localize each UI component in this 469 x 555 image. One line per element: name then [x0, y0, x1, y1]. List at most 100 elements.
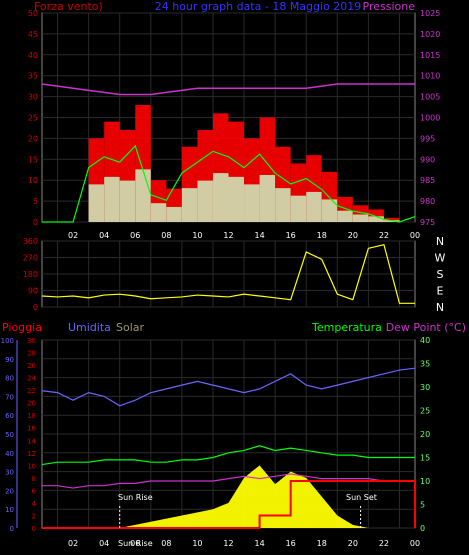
wind-base-bar — [150, 203, 167, 222]
x-tick-label: 08 — [161, 539, 171, 548]
humidity-tick-label: 50 — [5, 431, 14, 439]
wind-average-line — [42, 144, 416, 223]
wind-base-bar — [337, 210, 353, 222]
rain-tick-label: 10 — [27, 462, 36, 470]
rain-tick-label: 16 — [27, 425, 36, 433]
x-tick-label: 20 — [348, 231, 358, 240]
wind-x-ticks: 02 04 06 08 10 12 14 16 18 20 22 00 — [68, 231, 420, 240]
rain-tick-label: 8 — [32, 475, 36, 483]
humidity-tick-label: 20 — [5, 487, 14, 495]
x-tick-label: 00 — [410, 539, 420, 548]
direction-series — [41, 243, 415, 304]
x-tick-label: 14 — [254, 539, 264, 548]
wind-base-bar — [135, 169, 151, 222]
x-tick-label: 22 — [379, 539, 389, 548]
wind-base-bar — [119, 180, 136, 222]
rain-title: Pioggia — [2, 321, 42, 334]
wind-tick-label: 25 — [28, 114, 38, 123]
header-center-label: 24 hour graph data - 18 Maggio 2019 — [155, 0, 362, 13]
rain-tick-label: 12 — [27, 450, 36, 458]
humidity-tick-label: 0 — [10, 525, 14, 533]
rain-line — [42, 480, 416, 529]
humidity-axis-ticks: 0 10 20 30 40 50 60 70 80 90 100 — [1, 337, 18, 533]
wind-base-bar — [244, 184, 260, 222]
x-tick-label: 16 — [286, 539, 296, 548]
header-right-label: Pressione — [363, 0, 416, 13]
compass-label: N — [436, 301, 444, 314]
x-tick-label: 02 — [68, 231, 78, 240]
wind-tick-label: 20 — [28, 134, 38, 143]
compass-label: E — [437, 285, 444, 298]
wind-base-bar — [368, 216, 384, 222]
wind-base-bar — [197, 180, 213, 222]
dewpoint-title: Dew Point (°C) — [386, 321, 466, 334]
wind-base-bar — [104, 176, 120, 222]
x-tick-label: 06 — [130, 231, 140, 240]
rain-tick-label: 28 — [27, 350, 36, 358]
wind-tick-label: 10 — [28, 176, 38, 185]
rain-tick-label: 30 — [27, 337, 36, 345]
x-tick-label: 12 — [223, 231, 233, 240]
x-tick-label: 06 — [130, 539, 140, 548]
pressure-tick-label: 990 — [420, 155, 435, 164]
temperature-axis-ticks: 0 5 10 15 20 25 30 35 40 — [420, 336, 430, 533]
direction-tick-label: 360 — [23, 237, 38, 246]
temperature-tick-label: 35 — [420, 360, 430, 369]
sunrise-axis-label: Sun Rise — [118, 539, 153, 548]
humidity-tick-label: 40 — [5, 450, 14, 458]
rain-tick-label: 24 — [27, 375, 36, 383]
x-tick-label: 18 — [317, 539, 327, 548]
direction-tick-label: 180 — [23, 270, 38, 279]
wind-base-bar — [212, 173, 229, 222]
direction-panel-grid — [42, 240, 415, 308]
compass-label: N — [436, 235, 444, 248]
solar-area — [42, 465, 415, 528]
x-tick-label: 20 — [348, 539, 358, 548]
wind-base-bar — [88, 184, 105, 222]
x-tick-label: 10 — [192, 231, 202, 240]
wind-tick-label: 40 — [28, 51, 38, 60]
sunset-label: Sun Set — [346, 493, 377, 502]
pressure-line — [41, 83, 415, 96]
temperature-line — [41, 445, 415, 466]
humidity-tick-label: 70 — [5, 393, 14, 401]
wind-base-bar — [181, 188, 198, 222]
wind-base-bar — [228, 176, 245, 222]
temperature-tick-label: 30 — [420, 383, 430, 392]
x-tick-label: 02 — [68, 539, 78, 548]
x-tick-label: 12 — [223, 539, 233, 548]
pressure-tick-label: 995 — [420, 134, 435, 143]
rain-tick-label: 26 — [27, 362, 36, 370]
wind-base-bar — [321, 199, 338, 222]
x-tick-label: 16 — [286, 231, 296, 240]
direction-tick-label: 0 — [33, 303, 38, 312]
wind-tick-label: 0 — [33, 218, 38, 227]
direction-tick-label: 270 — [23, 254, 38, 263]
temperature-tick-label: 20 — [420, 430, 430, 439]
temperature-tick-label: 40 — [420, 336, 430, 345]
x-tick-label: 22 — [379, 231, 389, 240]
temperature-tick-label: 10 — [420, 477, 430, 486]
wind-base-bar — [166, 206, 182, 222]
humidity-tick-label: 30 — [5, 469, 14, 477]
wind-tick-label: 5 — [33, 197, 38, 206]
climate-x-ticks: 02 04 06 08 10 12 14 16 18 20 22 00 — [68, 539, 420, 548]
wind-tick-label: 50 — [28, 9, 38, 18]
rain-tick-label: 18 — [27, 412, 36, 420]
wind-tick-label: 35 — [28, 72, 38, 81]
x-tick-label: 00 — [410, 231, 420, 240]
wind-axis-ticks: 0 5 10 15 20 25 30 35 40 45 50 — [28, 9, 38, 227]
wind-base-bar — [352, 214, 369, 222]
wind-base-bar — [275, 188, 291, 222]
pressure-tick-label: 980 — [420, 197, 435, 206]
humidity-tick-label: 100 — [1, 337, 14, 345]
x-tick-label: 04 — [99, 231, 109, 240]
compass-label: W — [435, 252, 446, 265]
temperature-tick-label: 0 — [420, 524, 425, 533]
wind-tick-label: 30 — [28, 93, 38, 102]
header-left-label: Forza vento) — [34, 0, 103, 13]
wind-tick-label: 15 — [28, 155, 38, 164]
climate-series — [41, 367, 416, 529]
humidity-title: Umidita — [68, 321, 111, 334]
